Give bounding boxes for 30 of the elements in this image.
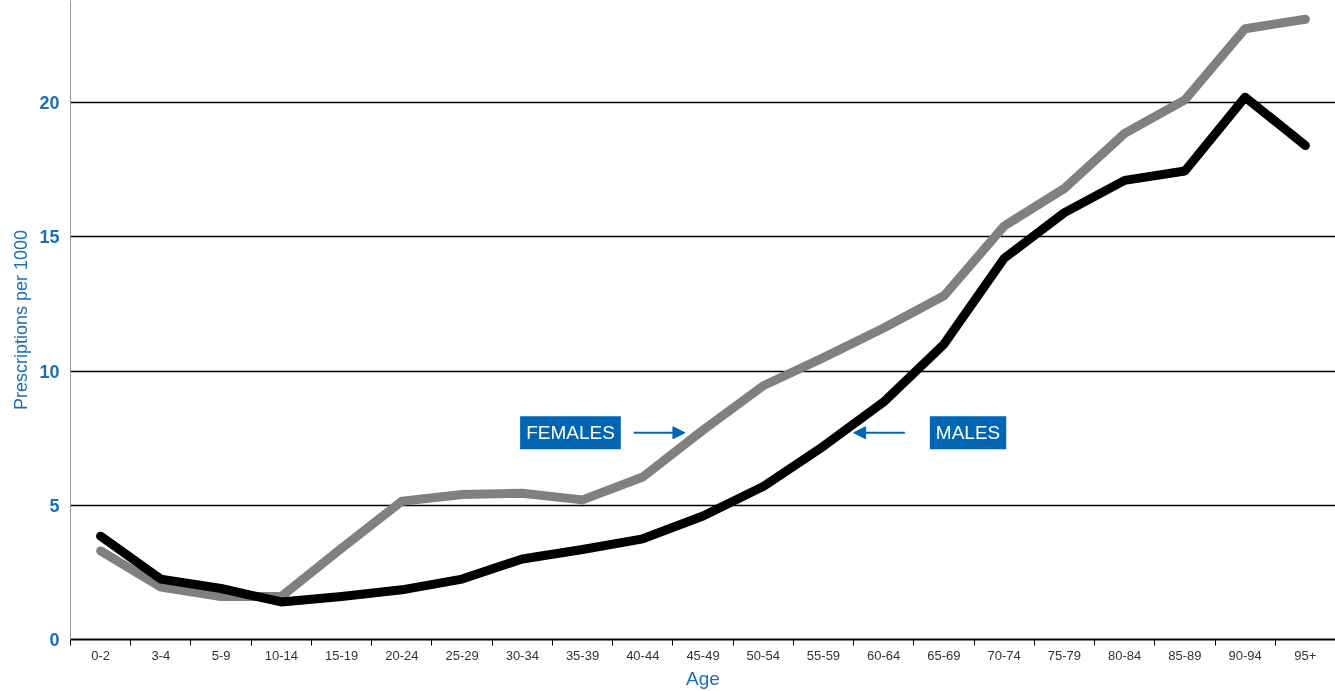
x-tick-label: 70-74	[987, 647, 1021, 663]
x-tick-label: 5-9	[211, 647, 231, 663]
x-tick-label: 40-44	[626, 647, 660, 663]
x-tick-label: 25-29	[445, 647, 479, 663]
x-tick-label: 50-54	[746, 647, 780, 663]
x-tick-label: 75-79	[1047, 647, 1082, 663]
x-tick-label: 3-4	[151, 647, 171, 663]
x-tick-label: 10-14	[264, 647, 298, 663]
x-tick-label: 35-39	[565, 647, 600, 663]
y-tick-label: 10	[39, 361, 60, 382]
x-tick-label: 95+	[1294, 647, 1317, 663]
y-tick-label: 20	[39, 93, 60, 114]
x-tick-label: 90-94	[1228, 647, 1262, 663]
x-tick-label: 15-19	[324, 647, 359, 663]
y-tick-label: 5	[49, 495, 60, 516]
x-tick-label: 80-84	[1108, 647, 1142, 663]
text: MALES	[935, 422, 1001, 444]
x-axis-title: Age	[686, 667, 720, 689]
x-tick-label: 65-69	[927, 647, 961, 663]
text: FEMALES	[526, 422, 615, 444]
x-tick-label: 0-2	[91, 647, 111, 663]
x-tick-label: 60-64	[867, 647, 901, 663]
y-tick-label: 0	[49, 630, 60, 650]
x-tick-label: 45-49	[686, 647, 720, 663]
x-tick-label: 85-89	[1168, 647, 1202, 663]
y-tick-label: 15	[39, 227, 60, 248]
y-axis-title: Prescriptions per 1000	[11, 229, 32, 411]
x-tick-label: 20-24	[385, 647, 419, 663]
x-tick-label: 55-59	[806, 647, 841, 663]
x-tick-label: 30-34	[505, 647, 539, 663]
